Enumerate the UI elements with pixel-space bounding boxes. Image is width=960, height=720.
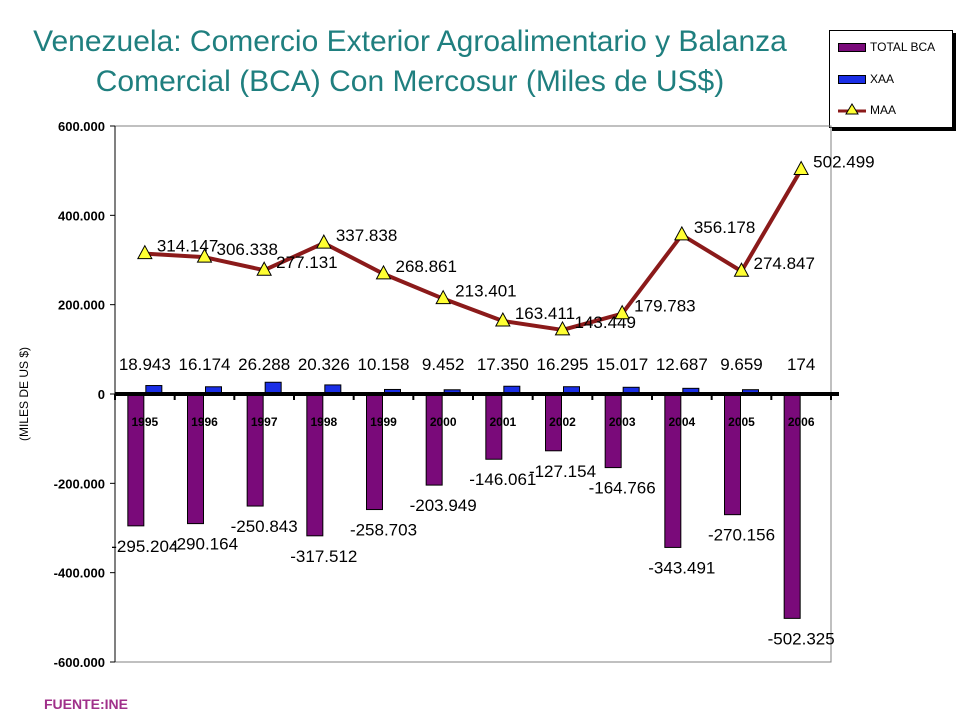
data-label-total-bca: -203.949 xyxy=(410,496,477,515)
x-category-label: 1995 xyxy=(131,415,158,429)
data-label-xaa: 20.326 xyxy=(298,355,350,374)
marker-maa xyxy=(793,160,810,176)
data-label-maa: 306.338 xyxy=(217,240,278,259)
data-label-total-bca: -295.204 xyxy=(111,537,178,556)
data-label-maa: 274.847 xyxy=(754,254,815,273)
legend-label-bca: TOTAL BCA xyxy=(870,40,936,54)
chart-legend: TOTAL BCA XAA MAA xyxy=(829,30,953,128)
y-tick-label: -600.000 xyxy=(54,655,105,670)
data-label-maa: 337.838 xyxy=(336,226,397,245)
data-label-total-bca: -250.843 xyxy=(231,517,298,536)
y-tick-label: -400.000 xyxy=(54,566,105,581)
legend-item-xaa: XAA xyxy=(838,71,894,87)
x-category-label: 2004 xyxy=(668,415,695,429)
bar-total-bca xyxy=(724,393,741,516)
data-label-maa: 314.147 xyxy=(157,237,218,256)
data-label-maa: 213.401 xyxy=(455,282,516,301)
bar-total-bca xyxy=(366,393,383,511)
x-category-label: 2005 xyxy=(728,415,755,429)
marker-maa xyxy=(435,289,452,305)
bar-total-bca xyxy=(187,393,204,525)
legend-label-xaa: XAA xyxy=(870,72,895,86)
data-label-total-bca: -258.703 xyxy=(350,521,417,540)
marker-maa xyxy=(315,234,332,249)
x-category-label: 1996 xyxy=(191,415,218,429)
data-label-xaa: 9.452 xyxy=(422,355,465,374)
data-label-total-bca: -146.061 xyxy=(469,470,536,489)
data-label-maa: 502.499 xyxy=(813,153,874,172)
data-label-total-bca: -270.156 xyxy=(708,526,775,545)
legend-item-maa: MAA xyxy=(838,102,896,118)
data-label-maa: 163.411 xyxy=(515,304,575,323)
data-label-xaa: 12.687 xyxy=(656,355,708,374)
data-label-xaa: 9.659 xyxy=(720,355,763,374)
marker-maa xyxy=(256,261,273,276)
y-tick-label: -200.000 xyxy=(54,476,105,491)
x-category-label: 2000 xyxy=(430,415,457,429)
marker-maa xyxy=(375,264,392,280)
bar-total-bca xyxy=(246,393,264,507)
data-label-xaa: 10.158 xyxy=(358,355,410,374)
marker-maa xyxy=(673,225,690,241)
x-category-label: 1999 xyxy=(370,415,397,429)
data-label-xaa: 18.943 xyxy=(119,355,171,374)
x-category-label: 1997 xyxy=(251,415,278,429)
x-category-label: 2003 xyxy=(609,415,636,429)
data-label-total-bca: -290.164 xyxy=(171,535,238,554)
data-label-xaa: 174 xyxy=(787,355,815,374)
purple-bar-icon xyxy=(838,42,866,52)
data-label-xaa: 17.350 xyxy=(477,355,529,374)
legend-label-maa: MAA xyxy=(870,103,897,117)
marker-maa xyxy=(554,320,571,336)
data-label-maa: 179.783 xyxy=(634,297,695,316)
y-tick-label: 0 xyxy=(98,387,105,402)
marker-maa xyxy=(196,248,213,263)
data-label-total-bca: -164.766 xyxy=(589,479,656,498)
bar-total-bca xyxy=(604,393,622,469)
data-label-maa: 356.178 xyxy=(694,218,755,237)
bar-total-bca xyxy=(425,393,443,486)
data-label-total-bca: -127.154 xyxy=(529,462,596,481)
line-triangle-icon xyxy=(838,103,866,115)
y-tick-label: 400.000 xyxy=(58,208,105,223)
y-tick-label: 600.000 xyxy=(58,119,105,134)
data-label-xaa: 26.288 xyxy=(238,355,290,374)
data-label-xaa: 16.174 xyxy=(179,355,231,374)
marker-maa xyxy=(614,304,631,320)
marker-maa xyxy=(733,262,750,277)
legend-item-bca: TOTAL BCA xyxy=(838,39,935,55)
x-category-label: 2006 xyxy=(788,415,815,429)
source-note: FUENTE:INE xyxy=(44,696,128,712)
bar-total-bca xyxy=(127,393,145,527)
x-category-label: 2001 xyxy=(489,415,516,429)
x-category-label: 1998 xyxy=(310,415,337,429)
chart-title: Venezuela: Comercio Exterior Agroaliment… xyxy=(33,25,787,98)
marker-maa xyxy=(494,311,511,327)
data-label-total-bca: -502.325 xyxy=(768,629,835,648)
data-label-total-bca: -343.491 xyxy=(648,558,715,577)
data-label-xaa: 16.295 xyxy=(537,355,589,374)
data-label-total-bca: -317.512 xyxy=(290,547,357,566)
y-tick-label: 200.000 xyxy=(58,298,105,313)
data-label-maa: 277.131 xyxy=(276,253,337,272)
x-category-label: 2002 xyxy=(549,415,576,429)
marker-maa xyxy=(136,244,153,260)
data-label-xaa: 15.017 xyxy=(596,355,648,374)
series-line-maa xyxy=(144,168,803,332)
blue-bar-icon xyxy=(838,74,866,84)
data-label-maa: 268.861 xyxy=(396,257,457,276)
